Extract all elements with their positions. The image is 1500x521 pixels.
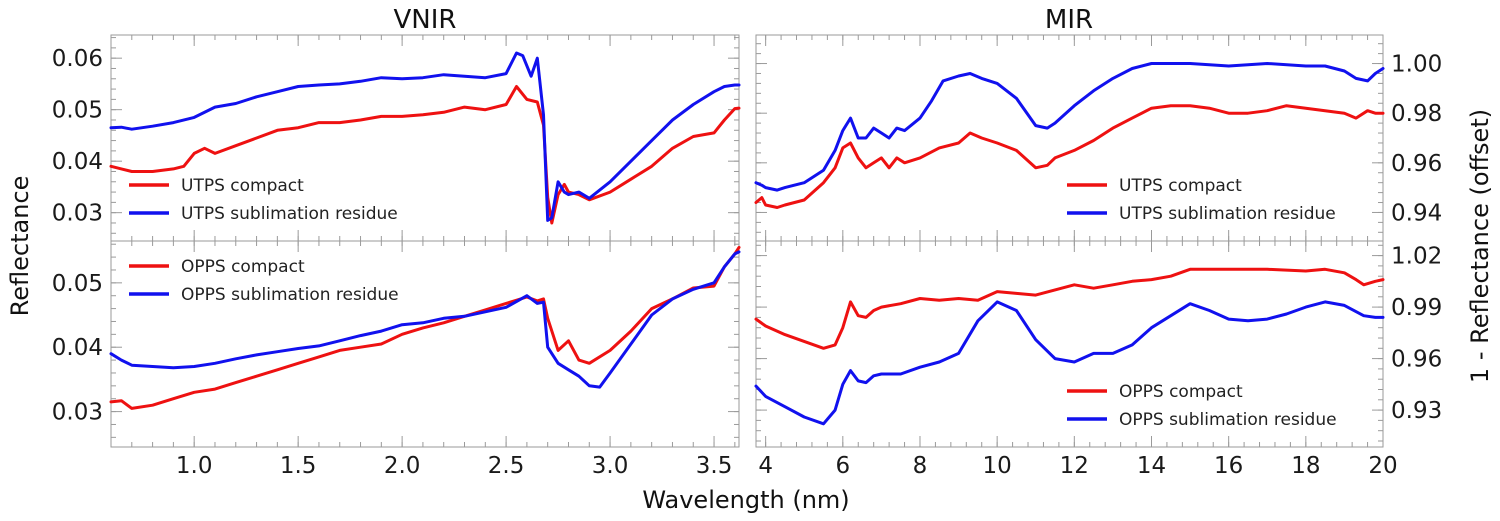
y-tick-label: 0.03 <box>52 400 103 426</box>
x-tick-label: 8 <box>913 453 928 479</box>
plot-area: 0.03 0.04 0.05 0.06 UTPS compact UTPS sublima… <box>52 34 1442 479</box>
x-tick-label: 2.0 <box>384 453 421 479</box>
y-tick-label: 0.98 <box>1391 101 1442 127</box>
x-tick-label: 14 <box>1137 453 1166 479</box>
axes-frame <box>755 240 1384 448</box>
legend-label: UTPS compact <box>181 176 304 196</box>
legend-label: UTPS compact <box>1119 176 1242 196</box>
series-line-utps-compact <box>754 104 1385 209</box>
x-tick-label: 1.0 <box>176 453 213 479</box>
legend-label: UTPS sublimation residue <box>181 204 398 224</box>
legend-label: UTPS sublimation residue <box>1119 204 1336 224</box>
legend-label: OPPS compact <box>1119 382 1243 402</box>
legend-label: OPPS sublimation residue <box>181 285 399 305</box>
x-axis-label: Wavelength (nm) <box>642 486 849 514</box>
y-tick-label: 1.02 <box>1391 244 1442 270</box>
x-tick-label: 3.5 <box>696 453 733 479</box>
series-line-utps-sublimation-residue <box>754 62 1385 192</box>
y-tick-label: 0.03 <box>52 201 103 227</box>
x-tick-label: 2.5 <box>488 453 525 479</box>
y-tick-label: 0.05 <box>52 98 103 124</box>
series-line-opps-compact <box>754 267 1385 350</box>
panel-vnir-bottom: 0.03 0.04 0.05 1.0 1.5 2.0 2.5 3.0 3.5 OPPS compa… <box>52 240 741 479</box>
legend: OPPS compact OPPS sublimation residue <box>1067 382 1337 430</box>
legend-label: OPPS sublimation residue <box>1119 410 1337 430</box>
axes-frame <box>110 240 740 448</box>
panel-vnir-top: 0.03 0.04 0.05 0.06 UTPS compact UTPS sublima… <box>52 34 741 242</box>
panel-mir-top: 0.94 0.96 0.98 1.00 UTPS compact UTPS sublima… <box>754 34 1442 242</box>
x-tick-label: 4 <box>758 453 773 479</box>
x-tick-label: 3.0 <box>592 453 629 479</box>
legend: OPPS compact OPPS sublimation residue <box>129 257 399 305</box>
y-tick-label: 0.96 <box>1391 347 1442 373</box>
x-tick-label: 20 <box>1368 453 1397 479</box>
y-tick-label: 0.99 <box>1391 295 1442 321</box>
y-tick-label: 0.05 <box>52 271 103 297</box>
y-tick-label: 0.06 <box>52 46 103 72</box>
y-tick-label: 0.93 <box>1391 398 1442 424</box>
panel-mir-bottom: 0.93 0.96 0.99 1.02 4 6 8 10 12 14 16 18 20 OPPS comp… <box>754 240 1442 479</box>
series-line-opps-sublimation-residue <box>754 300 1385 426</box>
series-line-utps-sublimation-residue <box>109 51 741 222</box>
y-tick-label: 0.94 <box>1391 200 1442 226</box>
series-line-opps-sublimation-residue <box>109 250 741 389</box>
x-tick-label: 10 <box>983 453 1012 479</box>
series-line-utps-compact <box>109 85 741 225</box>
mir-title: MIR <box>1045 5 1093 35</box>
y-axis-label-right: 1 - Reflectance (offset) <box>1466 109 1494 383</box>
x-tick-label: 12 <box>1060 453 1089 479</box>
x-tick-label: 18 <box>1291 453 1320 479</box>
x-tick-label: 1.5 <box>280 453 317 479</box>
x-tick-label: 6 <box>835 453 850 479</box>
legend: UTPS compact UTPS sublimation residue <box>129 176 398 224</box>
vnir-title: VNIR <box>394 5 457 35</box>
y-tick-label: 0.96 <box>1391 151 1442 177</box>
y-tick-label: 0.04 <box>52 149 103 175</box>
legend: UTPS compact UTPS sublimation residue <box>1067 176 1336 224</box>
y-tick-label: 1.00 <box>1391 52 1442 78</box>
legend-label: OPPS compact <box>181 257 305 277</box>
y-axis-label-left: Reflectance <box>6 176 34 317</box>
y-tick-label: 0.04 <box>52 335 103 361</box>
x-tick-label: 16 <box>1214 453 1243 479</box>
